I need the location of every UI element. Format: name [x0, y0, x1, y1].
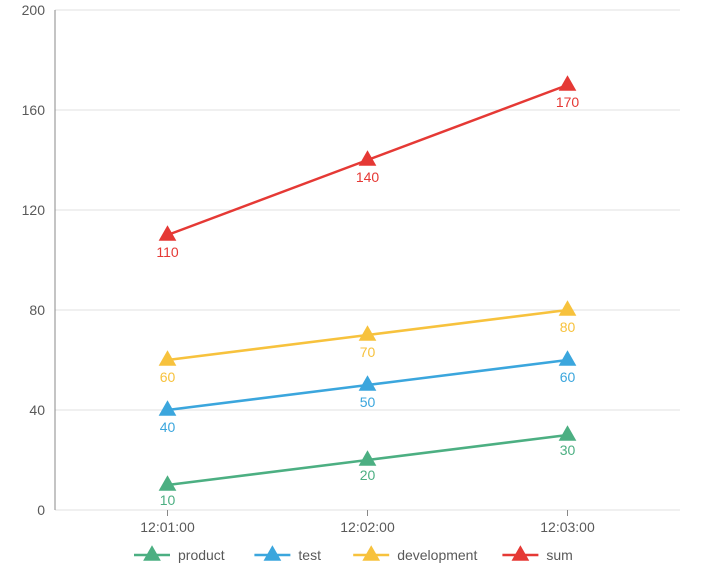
x-tick-label: 12:03:00 [540, 519, 595, 535]
legend-label-development: development [397, 547, 477, 563]
data-label-test: 60 [560, 369, 576, 385]
x-tick-label: 12:01:00 [140, 519, 195, 535]
data-label-product: 20 [360, 467, 376, 483]
data-label-test: 50 [360, 394, 376, 410]
legend-marker-icon [264, 546, 280, 560]
chart-svg: 0 40 80 120 160 200 12:01:00 12:02:00 12:03:00 10… [0, 0, 702, 578]
legend-marker-icon [512, 546, 528, 560]
marker-product [560, 426, 576, 440]
y-tick-label: 40 [29, 402, 45, 418]
legend-label-test: test [298, 547, 321, 563]
legend-label-product: product [178, 547, 225, 563]
data-label-development: 70 [360, 344, 376, 360]
y-tick-label: 0 [37, 502, 45, 518]
legend-label-sum: sum [546, 547, 572, 563]
y-tick-label: 200 [22, 2, 46, 18]
data-label-product: 10 [160, 492, 176, 508]
y-tick-label: 80 [29, 302, 45, 318]
data-label-sum: 140 [356, 169, 380, 185]
marker-test [560, 351, 576, 365]
data-label-product: 30 [560, 442, 576, 458]
x-tick-label: 12:02:00 [340, 519, 395, 535]
data-label-sum: 110 [156, 244, 179, 260]
data-label-test: 40 [160, 419, 176, 435]
line-chart: 0 40 80 120 160 200 12:01:00 12:02:00 12:03:00 10… [0, 0, 702, 578]
y-tick-label: 120 [22, 202, 46, 218]
y-tick-label: 160 [22, 102, 46, 118]
marker-development [560, 301, 576, 315]
legend-marker-icon [144, 546, 160, 560]
legend-marker-icon [363, 546, 379, 560]
data-label-sum: 170 [556, 94, 580, 110]
marker-sum [560, 76, 576, 90]
data-label-development: 80 [560, 319, 576, 335]
data-label-development: 60 [160, 369, 176, 385]
